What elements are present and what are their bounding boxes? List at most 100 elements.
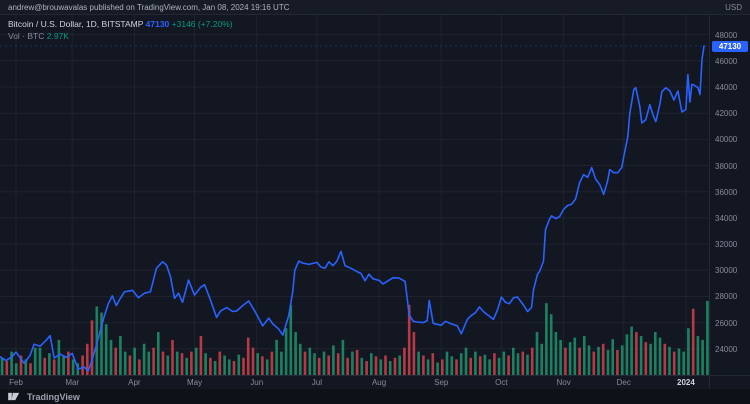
- volume-bar: [578, 347, 581, 375]
- publish-info-bar: andrew@brouwavalas published on TradingV…: [0, 0, 750, 15]
- volume-bar: [512, 347, 515, 375]
- volume-bar: [601, 343, 605, 375]
- volume-bar: [246, 337, 250, 375]
- volume-bar: [194, 347, 198, 375]
- volume-bar: [351, 351, 354, 375]
- volume-bar: [138, 359, 141, 375]
- volume-bar: [10, 351, 13, 375]
- volume-bar: [412, 332, 416, 375]
- volume-bar: [33, 347, 37, 375]
- time-tick-label: May: [186, 378, 203, 387]
- volume-bar: [166, 355, 170, 375]
- volume-bar: [204, 353, 207, 375]
- volume-bar: [630, 326, 633, 375]
- volume-bar: [332, 345, 335, 375]
- volume-bar: [152, 347, 155, 375]
- volume-bar: [388, 361, 392, 375]
- volume-bar: [308, 347, 312, 375]
- volume-bar: [483, 354, 487, 375]
- volume-bar: [157, 332, 160, 375]
- time-tick-label: Feb: [9, 378, 23, 387]
- volume-bar: [535, 332, 539, 375]
- volume-bar: [171, 339, 174, 375]
- price-scale[interactable]: 47130 24000 26000 28000 30000 32000 34000 3600…: [709, 15, 750, 375]
- time-tick-label: Mar: [65, 378, 80, 387]
- volume-bar: [587, 345, 591, 375]
- price-tick-label: 46000: [715, 56, 738, 66]
- time-tick-label: Jul: [311, 378, 323, 387]
- volume-bar: [554, 332, 558, 375]
- volume-bar: [441, 359, 444, 375]
- volume-bar: [606, 350, 610, 375]
- volume-bar: [403, 347, 406, 375]
- volume-bar: [374, 356, 378, 375]
- volume-bar: [275, 339, 278, 375]
- volume-bar: [502, 351, 506, 375]
- volume-bar: [540, 343, 543, 375]
- volume-bar: [658, 337, 662, 375]
- volume-bar: [123, 351, 127, 375]
- time-tick-label: Nov: [556, 378, 571, 387]
- price-tick-label: 42000: [715, 109, 738, 119]
- volume-bar: [313, 353, 316, 375]
- volume-bar: [663, 343, 667, 375]
- volume-bar: [370, 353, 373, 375]
- volume-bar: [114, 347, 117, 375]
- volume-bar: [573, 337, 577, 375]
- volume-bar: [289, 304, 293, 375]
- volume-bar: [668, 346, 671, 375]
- volume-bar: [327, 355, 330, 375]
- volume-bar: [251, 347, 255, 375]
- volume-bar: [530, 347, 534, 375]
- volume-bar: [469, 357, 472, 375]
- volume-bar: [346, 357, 349, 375]
- price-chart-pane[interactable]: Bitcoin / U.S. Dollar, 1D, BITSTAMP 4713…: [0, 15, 710, 375]
- legend-row-symbol: Bitcoin / U.S. Dollar, 1D, BITSTAMP 4713…: [8, 18, 233, 30]
- price-tick-label: 40000: [715, 135, 738, 145]
- volume-bar: [497, 357, 501, 375]
- price-tick-label: 36000: [715, 187, 738, 197]
- volume-bar: [336, 353, 340, 375]
- volume-bar: [218, 351, 222, 375]
- volume-bar: [644, 342, 648, 375]
- volume-bar: [620, 345, 624, 375]
- volume-bar: [303, 351, 307, 375]
- volume-bar: [393, 357, 397, 375]
- volume-bar: [365, 361, 368, 375]
- volume-bar: [407, 304, 411, 375]
- volume-bar: [464, 347, 468, 375]
- volume-bar: [398, 355, 401, 375]
- symbol-title[interactable]: Bitcoin / U.S. Dollar, 1D, BITSTAMP: [8, 19, 144, 29]
- volume-bar: [507, 355, 510, 375]
- volume-bar: [100, 312, 103, 375]
- price-chart-canvas[interactable]: [0, 15, 710, 375]
- volume-bar: [639, 336, 643, 375]
- volume-bar: [379, 359, 383, 375]
- volume-value: 2.97K: [46, 31, 69, 41]
- volume-bar: [616, 350, 619, 375]
- volume-bar: [265, 359, 269, 375]
- volume-bar: [43, 357, 46, 375]
- time-tick-label: Dec: [616, 378, 631, 387]
- volume-bar: [559, 339, 562, 375]
- volume-bar: [526, 354, 529, 375]
- volume-bar: [682, 351, 685, 375]
- tradingview-logo[interactable]: TradingView: [8, 391, 80, 402]
- volume-bar: [90, 320, 94, 375]
- volume-bar: [431, 353, 435, 375]
- volume-bar: [294, 332, 297, 375]
- volume-bar: [199, 336, 203, 375]
- volume-bar: [242, 357, 245, 375]
- volume-bar: [687, 328, 690, 375]
- volume-bar: [180, 353, 184, 375]
- time-tick-label: Apr: [128, 378, 141, 387]
- volume-label[interactable]: Vol · BTC: [8, 31, 45, 41]
- legend-row-volume: Vol · BTC 2.97K: [8, 30, 233, 42]
- volume-bar: [322, 351, 326, 375]
- volume-bar: [701, 339, 704, 375]
- time-scale[interactable]: Feb Mar Apr May Jun Jul Aug Sep Oct Nov Dec 2024: [0, 375, 710, 390]
- volume-bar: [459, 353, 463, 375]
- volume-bar: [493, 353, 496, 375]
- volume-bar: [62, 355, 65, 375]
- volume-bar: [450, 356, 454, 375]
